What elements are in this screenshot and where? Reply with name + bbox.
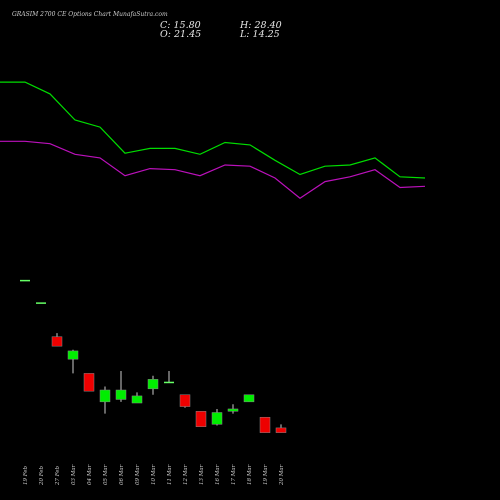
candle-body-up	[115, 389, 127, 400]
candle	[259, 416, 271, 433]
candle-body-up	[147, 379, 159, 390]
x-tick-label: 09 Mar	[135, 464, 141, 485]
x-tick-label: 12 Mar	[183, 464, 189, 485]
chart-title: GRASIM 2700 CE Options Chart MunafaSutra…	[12, 11, 168, 18]
x-tick-label: 03 Mar	[71, 464, 77, 485]
x-tick-label: 13 Mar	[199, 464, 205, 485]
x-tick-label: 19 Mar	[263, 464, 269, 485]
x-axis-labels: 19 Feb 20 Feb 27 Feb 03 Mar 04 Mar 05 Mar 06 M…	[23, 464, 285, 486]
candle-body-down	[259, 416, 271, 433]
x-tick-label: 20 Mar	[279, 464, 285, 486]
ma-line-1	[0, 81, 426, 179]
candle-body-up	[36, 302, 46, 304]
candle	[164, 371, 174, 384]
candle	[115, 371, 127, 402]
candle	[195, 411, 207, 427]
candles	[20, 279, 287, 433]
x-tick-label: 05 Mar	[103, 464, 109, 485]
x-tick-label: 11 Mar	[167, 464, 173, 485]
moving-average-lines	[0, 81, 426, 199]
open-value: O: 21.45	[160, 29, 202, 40]
candle	[51, 333, 63, 347]
low-value: L: 14.25	[240, 29, 280, 40]
candle-body-up	[67, 350, 79, 360]
candle-body-down	[83, 373, 95, 392]
candle-body-up	[99, 389, 111, 403]
candle-body-up	[243, 394, 255, 403]
x-tick-label: 19 Feb	[23, 465, 29, 485]
x-tick-label: 10 Mar	[151, 464, 157, 485]
candle-body-down	[275, 427, 287, 433]
candle-body-up	[164, 381, 174, 384]
x-tick-label: 27 Feb	[55, 465, 61, 486]
candle-body-up	[227, 408, 239, 412]
close-value: C: 15.80	[160, 20, 201, 31]
candle	[131, 392, 143, 404]
candle	[243, 394, 255, 403]
candle	[67, 349, 79, 374]
candle	[227, 404, 239, 414]
x-tick-label: 20 Feb	[39, 465, 45, 486]
candle	[211, 408, 223, 426]
candle-body-up	[131, 395, 143, 404]
x-tick-label: 06 Mar	[119, 464, 125, 485]
x-tick-label: 18 Mar	[247, 464, 253, 485]
candle-body-up	[211, 412, 223, 425]
candle	[20, 279, 30, 282]
candle	[36, 302, 46, 304]
candle	[179, 394, 191, 408]
ma-line-2	[0, 140, 426, 199]
x-tick-label: 17 Mar	[231, 464, 237, 485]
high-value: H: 28.40	[240, 20, 282, 31]
candle	[147, 375, 159, 395]
candle	[83, 373, 95, 392]
candle-body-down	[179, 394, 191, 407]
x-tick-label: 04 Mar	[87, 464, 93, 485]
candle-body-down	[195, 411, 207, 427]
candle-body-up	[20, 279, 30, 282]
candle	[99, 386, 111, 414]
x-tick-label: 16 Mar	[215, 464, 221, 485]
candle-body-down	[51, 336, 63, 347]
candle	[275, 424, 287, 433]
